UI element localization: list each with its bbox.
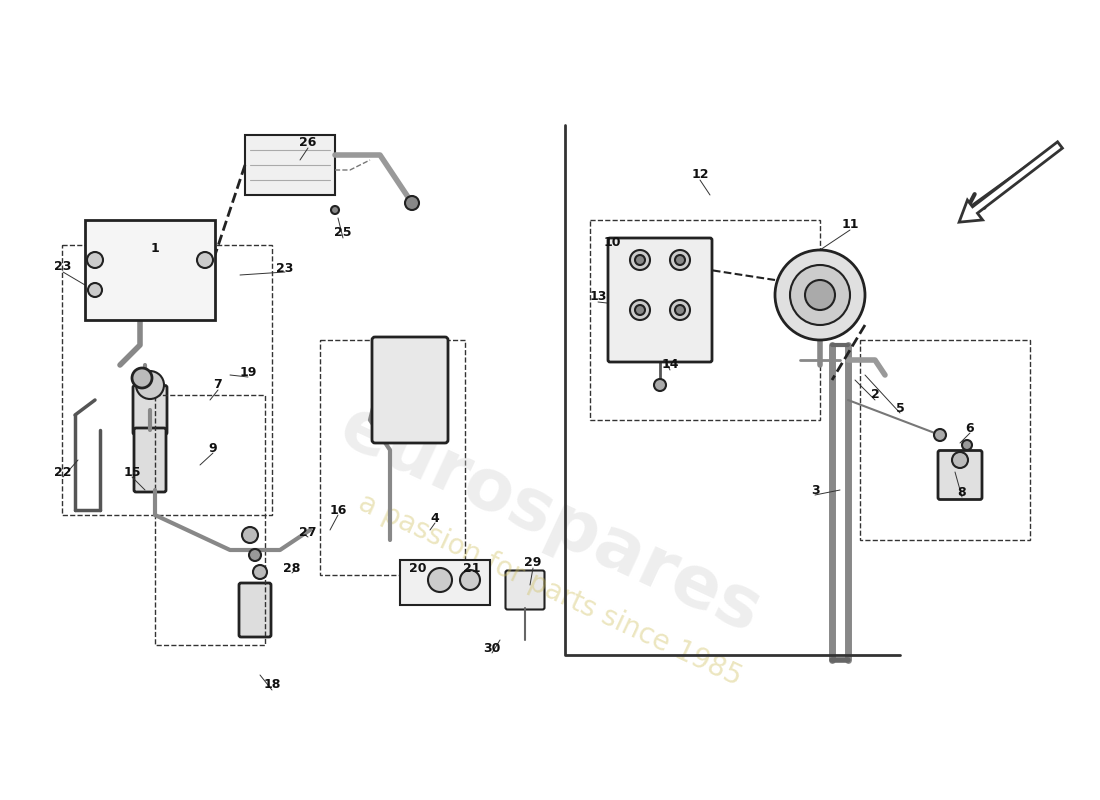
Text: 26: 26 [299,137,317,150]
Circle shape [670,300,690,320]
Text: 6: 6 [966,422,975,434]
Text: 4: 4 [430,511,439,525]
FancyBboxPatch shape [239,583,271,637]
Text: 22: 22 [54,466,72,478]
Text: 11: 11 [842,218,859,231]
Text: 12: 12 [691,169,708,182]
Circle shape [675,305,685,315]
Text: 21: 21 [463,562,481,574]
Bar [62,245,272,515]
Bar [860,340,1030,540]
Circle shape [630,300,650,320]
Text: 8: 8 [958,486,966,498]
Circle shape [405,196,419,210]
Text: 20: 20 [409,562,427,574]
Circle shape [962,440,972,450]
Circle shape [87,252,103,268]
Circle shape [132,368,152,388]
Circle shape [670,250,690,270]
Circle shape [331,206,339,214]
Circle shape [249,549,261,561]
Text: 7: 7 [213,378,222,391]
Circle shape [952,452,968,468]
Text: 14: 14 [661,358,679,371]
FancyBboxPatch shape [85,220,214,320]
FancyBboxPatch shape [133,386,167,434]
FancyBboxPatch shape [400,560,490,605]
Circle shape [630,250,650,270]
Circle shape [242,527,258,543]
Text: 23: 23 [276,262,294,274]
FancyBboxPatch shape [134,428,166,492]
Circle shape [635,255,645,265]
Circle shape [675,255,685,265]
Circle shape [136,371,164,399]
Circle shape [197,252,213,268]
Text: eurospares: eurospares [329,392,771,648]
Text: a passion for parts since 1985: a passion for parts since 1985 [354,489,746,691]
Text: 2: 2 [870,389,879,402]
Circle shape [790,265,850,325]
Text: 25: 25 [334,226,352,239]
Circle shape [776,250,865,340]
Circle shape [934,429,946,441]
Circle shape [253,565,267,579]
Text: 9: 9 [209,442,218,454]
FancyBboxPatch shape [506,570,544,610]
FancyBboxPatch shape [608,238,712,362]
Circle shape [654,379,666,391]
Text: 1: 1 [151,242,160,254]
FancyBboxPatch shape [938,450,982,499]
Text: 30: 30 [483,642,500,654]
Bar [155,395,265,645]
Circle shape [635,305,645,315]
Circle shape [460,570,480,590]
Text: 15: 15 [123,466,141,478]
Text: 5: 5 [895,402,904,414]
Text: 13: 13 [590,290,607,303]
Circle shape [88,283,102,297]
Text: 3: 3 [811,483,819,497]
Text: 19: 19 [240,366,256,378]
FancyArrow shape [959,142,1063,222]
Bar [590,220,820,420]
Text: 23: 23 [54,261,72,274]
Text: 10: 10 [603,235,620,249]
Text: 29: 29 [525,557,541,570]
Text: 27: 27 [299,526,317,538]
Text: 16: 16 [329,503,346,517]
Circle shape [428,568,452,592]
Text: 28: 28 [284,562,300,574]
FancyBboxPatch shape [245,135,336,195]
FancyBboxPatch shape [372,337,448,443]
FancyBboxPatch shape [630,313,670,347]
Text: 18: 18 [263,678,280,691]
Bar [320,340,465,575]
Circle shape [805,280,835,310]
